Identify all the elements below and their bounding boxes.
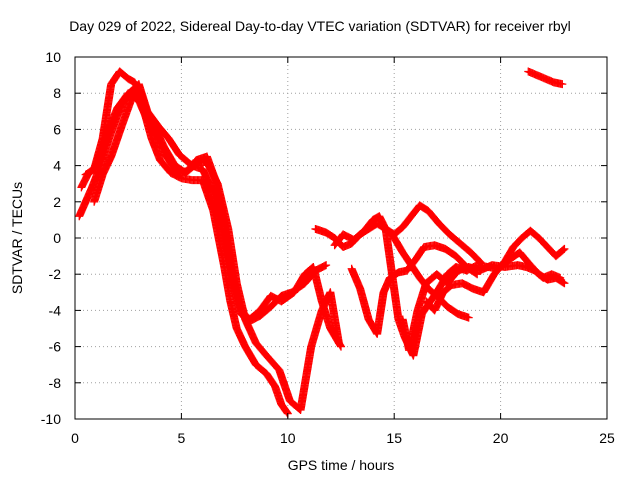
- y-tick-label: 10: [45, 49, 61, 65]
- data-series: [330, 201, 486, 268]
- x-tick-label: 25: [599, 430, 615, 446]
- data-layer: [75, 67, 569, 418]
- data-point: [560, 244, 569, 253]
- data-point: [556, 273, 565, 282]
- x-tick-label: 10: [280, 430, 296, 446]
- y-tick-label: -10: [41, 411, 61, 427]
- x-axis-label: GPS time / hours: [287, 457, 395, 473]
- data-series: [422, 226, 569, 315]
- y-tick-label: 8: [53, 85, 61, 101]
- x-tick-label: 20: [493, 430, 509, 446]
- x-tick-label: 15: [386, 430, 402, 446]
- data-point: [558, 80, 567, 89]
- y-tick-label: -4: [49, 302, 62, 318]
- y-tick-label: 4: [53, 158, 61, 174]
- data-marker: [559, 278, 568, 287]
- data-series: [347, 241, 482, 338]
- y-tick-label: 2: [53, 194, 61, 210]
- axis-ticks: 0 5 10 15 20 25 -10 -8 -6 -4 -2 0 2 4 6 8 10: [41, 49, 615, 446]
- y-tick-label: -6: [49, 339, 62, 355]
- data-marker: [282, 407, 291, 416]
- chart-title: Day 029 of 2022, Sidereal Day-to-day VTE…: [69, 18, 571, 34]
- y-tick-label: 0: [53, 230, 61, 246]
- data-marker: [558, 246, 567, 255]
- data-marker: [559, 245, 568, 254]
- data-series: [90, 80, 345, 351]
- data-marker: [283, 408, 292, 417]
- data-point: [322, 261, 331, 270]
- y-tick-label: -2: [49, 266, 62, 282]
- x-tick-label: 0: [71, 430, 79, 446]
- data-series: [524, 67, 567, 89]
- data-point: [560, 279, 569, 288]
- y-tick-label: -8: [49, 375, 62, 391]
- data-point: [337, 342, 345, 351]
- data-series: [398, 261, 565, 355]
- x-tick-label: 5: [178, 430, 186, 446]
- data-point: [464, 313, 473, 322]
- y-axis-label: SDTVAR / TECUs: [9, 181, 25, 295]
- y-tick-label: 6: [53, 121, 61, 137]
